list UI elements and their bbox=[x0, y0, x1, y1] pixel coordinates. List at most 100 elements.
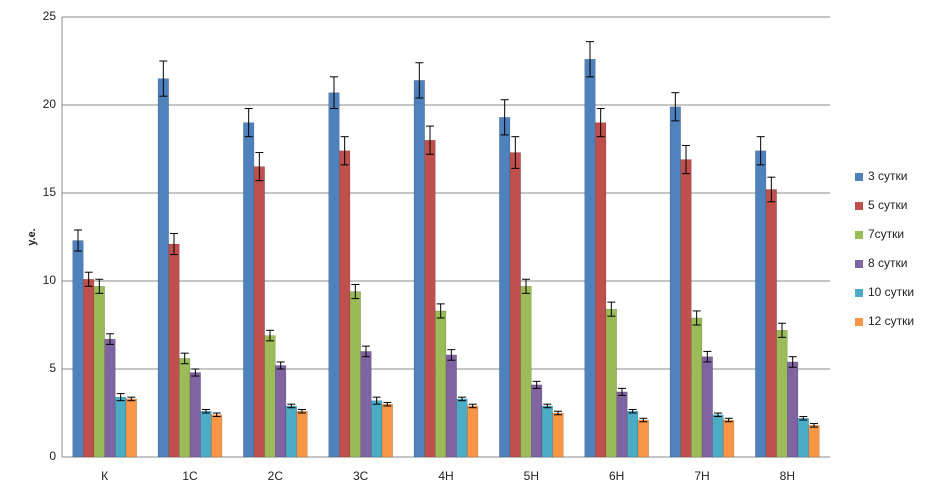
bar bbox=[723, 419, 735, 458]
bar bbox=[467, 405, 479, 458]
bar bbox=[541, 405, 553, 458]
bar bbox=[125, 398, 137, 458]
error-bar bbox=[682, 144, 690, 175]
legend-swatch bbox=[855, 202, 863, 210]
bar bbox=[381, 403, 393, 458]
error-bar bbox=[756, 136, 765, 166]
error-bar bbox=[298, 408, 306, 414]
bar bbox=[499, 117, 511, 458]
error-bar bbox=[447, 349, 456, 361]
bar bbox=[93, 286, 105, 458]
error-bar bbox=[618, 387, 626, 396]
error-bar bbox=[799, 416, 808, 421]
error-bar bbox=[191, 368, 200, 377]
error-bar bbox=[170, 232, 178, 256]
x-tick-label: 3С bbox=[353, 469, 369, 483]
bar bbox=[200, 410, 212, 458]
error-bar bbox=[276, 361, 285, 370]
bar bbox=[616, 391, 628, 458]
legend-swatch bbox=[855, 231, 863, 239]
error-bar bbox=[703, 350, 712, 363]
x-tick-label: К bbox=[101, 469, 108, 483]
error-bar bbox=[159, 60, 168, 97]
bar bbox=[691, 317, 703, 458]
error-bar bbox=[436, 303, 445, 319]
bar bbox=[445, 354, 457, 458]
error-bar bbox=[383, 401, 392, 407]
bar bbox=[605, 308, 617, 458]
error-bar bbox=[511, 136, 520, 169]
y-tick-label: 5 bbox=[49, 361, 56, 375]
bar bbox=[776, 330, 788, 458]
error-bar bbox=[330, 76, 338, 110]
legend-label: 5 сутки bbox=[868, 198, 907, 212]
bar bbox=[669, 106, 681, 458]
bar bbox=[371, 400, 383, 458]
error-bar bbox=[522, 278, 530, 294]
error-bar bbox=[127, 396, 136, 402]
error-bar bbox=[266, 329, 274, 342]
bar bbox=[211, 414, 223, 458]
bar bbox=[531, 384, 543, 458]
error-bar bbox=[244, 108, 253, 138]
error-bar bbox=[554, 410, 562, 416]
bar bbox=[584, 58, 596, 458]
error-bar bbox=[362, 345, 370, 358]
legend-label: 12 сутки bbox=[868, 314, 914, 328]
x-tick-label: 2С bbox=[268, 469, 284, 483]
bar bbox=[243, 122, 255, 458]
x-tick-label: 4Н bbox=[438, 469, 453, 483]
bar bbox=[435, 310, 447, 458]
error-bar bbox=[532, 380, 541, 389]
bar bbox=[627, 410, 639, 458]
bar bbox=[808, 425, 820, 458]
error-bar bbox=[116, 393, 125, 402]
y-tick-label: 0 bbox=[49, 449, 56, 463]
bar bbox=[712, 414, 724, 458]
y-tick-label: 25 bbox=[43, 9, 57, 23]
bar bbox=[520, 286, 532, 458]
error-bar bbox=[106, 333, 114, 345]
bar bbox=[552, 412, 564, 458]
error-bar bbox=[714, 412, 722, 418]
bar bbox=[765, 189, 777, 458]
error-bar bbox=[628, 408, 637, 414]
legend-label: 7сутки bbox=[868, 227, 904, 241]
x-tick-label: 7Н bbox=[694, 469, 709, 483]
x-tick-label: 5Н bbox=[524, 469, 539, 483]
error-bar bbox=[415, 62, 424, 99]
error-bar bbox=[351, 284, 360, 300]
bar bbox=[189, 372, 201, 458]
error-bar bbox=[788, 356, 797, 368]
legend-swatch bbox=[855, 318, 863, 326]
bar bbox=[797, 418, 809, 458]
bar bbox=[787, 361, 799, 458]
error-bar bbox=[671, 92, 680, 122]
bar bbox=[285, 405, 297, 458]
bar bbox=[253, 166, 265, 458]
y-tick-label: 15 bbox=[43, 185, 57, 199]
error-bar bbox=[767, 176, 776, 203]
error-bar bbox=[543, 403, 552, 409]
bar bbox=[104, 338, 116, 458]
error-bar bbox=[586, 41, 594, 78]
error-bar bbox=[255, 152, 264, 182]
error-bar bbox=[202, 408, 210, 414]
error-bar bbox=[426, 125, 434, 155]
error-bar bbox=[212, 412, 221, 418]
error-bar bbox=[468, 403, 477, 409]
error-bar bbox=[724, 417, 733, 423]
error-bar bbox=[692, 310, 701, 326]
x-tick-label: 8Н bbox=[780, 469, 795, 483]
bar bbox=[83, 278, 95, 458]
bar bbox=[456, 398, 468, 458]
legend-label: 10 сутки bbox=[868, 285, 914, 299]
x-tick-label: 1С bbox=[182, 469, 198, 483]
legend-swatch bbox=[855, 260, 863, 268]
error-bar bbox=[74, 229, 82, 252]
x-tick-label: 6Н bbox=[609, 469, 624, 483]
error-bar bbox=[287, 403, 296, 409]
bar bbox=[701, 356, 713, 458]
bar bbox=[179, 358, 191, 458]
bar bbox=[72, 240, 84, 458]
